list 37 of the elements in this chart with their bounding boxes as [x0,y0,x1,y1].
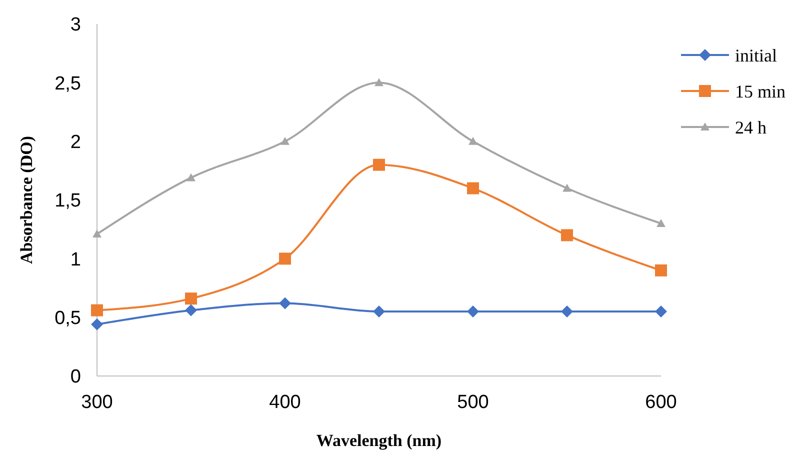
point [186,173,196,182]
point [373,305,385,318]
x-axis-title: Wavelength (nm) [316,431,442,450]
point [655,305,667,318]
point [467,305,479,318]
y-axis-title: Absorbance (DO) [17,136,36,264]
y-tick-label: 0,5 [54,308,81,329]
point [280,136,290,145]
point [185,292,197,305]
point [91,304,103,316]
point [279,297,291,310]
point [91,318,103,330]
point [92,230,102,238]
y-tick-label: 1 [70,249,81,270]
legend-label: initial [735,45,777,66]
y-tick-label: 1,5 [54,190,81,212]
x-tick-label: 300 [81,392,113,413]
legend-label: 15 min [735,81,786,102]
point [656,218,666,227]
point [655,264,667,276]
point [373,158,385,171]
point [562,184,572,192]
y-tick-label: 0 [70,366,81,388]
point [561,305,573,318]
point [185,304,197,316]
x-tick-label: 400 [269,392,301,413]
point [467,182,479,194]
point [561,229,573,242]
legend-label: 24 h [735,117,766,138]
point [279,252,291,265]
y-tick-label: 3 [70,14,81,36]
x-tick-label: 500 [457,392,489,413]
point [468,136,478,145]
y-tick-label: 2,5 [54,73,81,94]
y-tick-label: 2 [70,132,81,153]
x-tick-label: 600 [645,392,677,413]
point [374,78,384,86]
